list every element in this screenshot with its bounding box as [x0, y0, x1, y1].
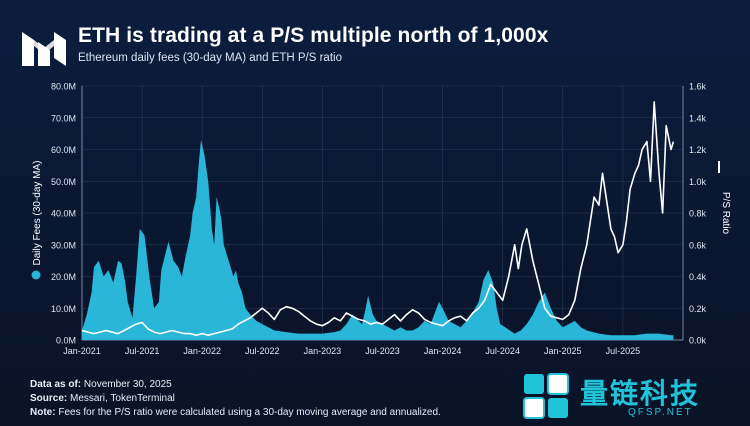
x-tick-label: Jul-2025	[606, 346, 641, 356]
y-tick-label-left: 70.0M	[51, 113, 76, 123]
chart-subtitle: Ethereum daily fees (30-day MA) and ETH …	[78, 52, 342, 64]
footer-asof: Data as of: November 30, 2025	[30, 378, 441, 392]
series-ps-line	[81, 101, 675, 336]
footer-note-label: Note:	[30, 407, 56, 418]
footer-source: Source: Messari, TokenTerminal	[30, 392, 441, 406]
y-tick-label-right: 0.0k	[689, 336, 707, 346]
chart-title: ETH is trading at a P/S multiple north o…	[78, 24, 549, 47]
y-tick-label-right: 0.4k	[689, 272, 707, 282]
y-axis-title-left: Daily Fees (30-day MA)	[32, 160, 43, 265]
y-tick-label-right: 1.4k	[689, 113, 707, 123]
x-tick-label: Jan-2022	[183, 346, 221, 356]
y-tick-label-right: 1.2k	[689, 145, 707, 155]
y-tick-label-right: 1.0k	[689, 177, 707, 187]
watermark-text: 量链科技	[580, 377, 701, 410]
x-tick-label: Jan-2021	[63, 346, 101, 356]
watermark: 量链科技 QFSP.NET	[522, 368, 732, 424]
legend-fees-marker	[31, 270, 41, 280]
y-tick-label-left: 0.0M	[56, 336, 76, 346]
chart-svg: 0.0M 10.0M 20.0M 30.0M 40.0M 50.0M 60.0M 70.0M 8…	[31, 82, 731, 356]
footer-note-value: Fees for the P/S ratio were calculated u…	[58, 407, 441, 418]
footer-source-label: Source:	[30, 393, 68, 404]
x-tick-label: Jan-2025	[544, 346, 582, 356]
y-tick-label-right: 0.2k	[689, 304, 707, 314]
y-tick-label-left: 10.0M	[51, 304, 76, 314]
y-tick-label-left: 30.0M	[51, 240, 76, 250]
footer-asof-value: November 30, 2025	[83, 379, 172, 390]
watermark-url: QFSP.NET	[628, 407, 693, 418]
footer-notes: Data as of: November 30, 2025 Source: Me…	[30, 378, 441, 420]
y-tick-label-right: 0.8k	[689, 209, 707, 219]
footer-note: Note: Fees for the P/S ratio were calcul…	[30, 406, 441, 420]
x-tick-label: Jul-2022	[245, 346, 280, 356]
chart-area: 0.0M 10.0M 20.0M 30.0M 40.0M 50.0M 60.0M 70.0M 8…	[0, 72, 750, 372]
y-axis-title-right: P/S Ratio	[720, 192, 731, 235]
x-tick-label: Jul-2021	[125, 346, 160, 356]
x-tick-label: Jan-2023	[304, 346, 342, 356]
y-tick-label-left: 20.0M	[51, 272, 76, 282]
y-tick-label-right: 1.6k	[689, 82, 707, 92]
y-tick-label-left: 60.0M	[51, 145, 76, 155]
series-fees-area	[82, 140, 674, 340]
footer-source-value: Messari, TokenTerminal	[70, 393, 175, 404]
x-tick-label: Jul-2024	[485, 346, 520, 356]
footer-asof-label: Data as of:	[30, 379, 82, 390]
y-tick-label-left: 80.0M	[51, 82, 76, 92]
messari-logo-icon	[22, 32, 66, 66]
x-tick-label: Jul-2023	[365, 346, 400, 356]
y-tick-label-right: 0.6k	[689, 240, 707, 250]
y-tick-label-left: 40.0M	[51, 209, 76, 219]
y-tick-label-left: 50.0M	[51, 177, 76, 187]
x-tick-label: Jan-2024	[424, 346, 462, 356]
watermark-logo-icon	[523, 373, 569, 419]
